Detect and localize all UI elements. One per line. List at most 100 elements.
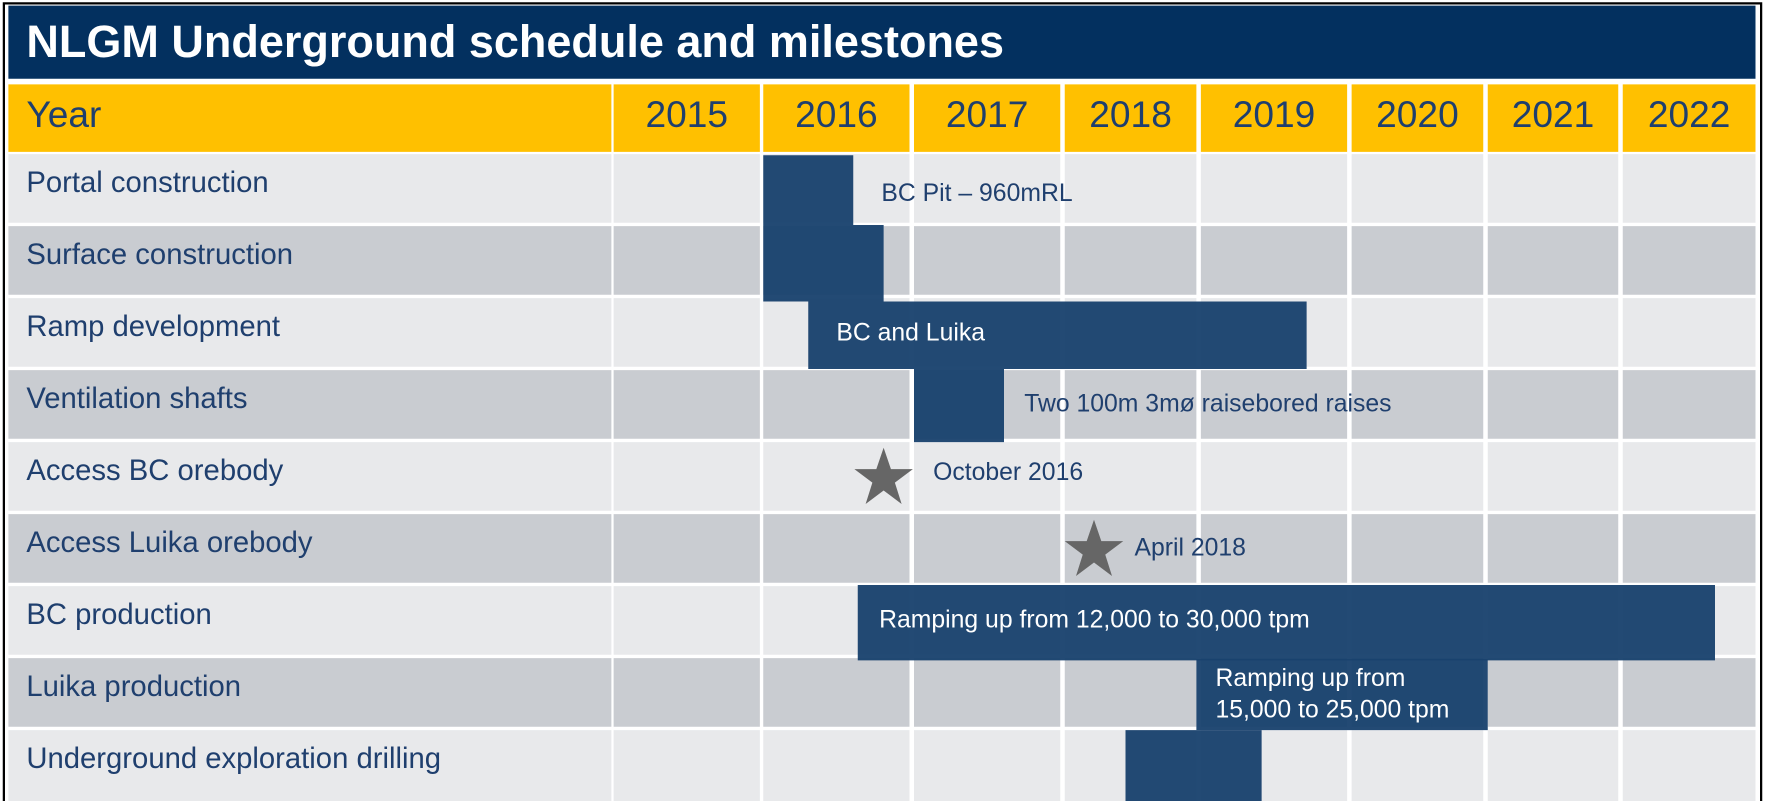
row-cell [613,298,760,367]
row-cell [1200,226,1348,295]
year-label: 2019 [1233,93,1316,135]
row-cell [1487,658,1619,727]
row-cell [1064,370,1197,439]
row-label: Access BC orebody [26,455,283,487]
row-cell [763,370,910,439]
bar-ventilation [914,369,1004,443]
row-cell [613,730,760,801]
bar-bc-production [857,585,1715,661]
row-cell [1064,154,1197,223]
header-cell [1200,84,1348,152]
row-cell [1622,298,1756,367]
row-label: Luika production [26,671,241,703]
year-label: 2021 [1512,93,1595,135]
row-cell [1351,730,1484,801]
row-cell [1487,370,1619,439]
row-cell [8,442,612,511]
title: NLGM Underground schedule and milestones [26,16,1004,67]
year-label: 2017 [946,93,1029,135]
row-cell [914,514,1061,583]
row-cell [613,154,760,223]
row-cell [613,658,760,727]
row-cell [914,442,1061,511]
row-label: BC production [26,599,211,631]
header-cell [914,84,1061,152]
row-cell [613,370,760,439]
bar-portal [763,155,854,225]
star-bc [854,447,913,504]
year-label: 2020 [1376,93,1459,135]
row-cell [914,730,1061,801]
row-cell [1351,298,1484,367]
row-cell [1064,442,1197,511]
row-cell [1200,514,1348,583]
row-cell [1064,658,1197,727]
row-cell [1351,514,1484,583]
row-cell [613,514,760,583]
header-cell [1622,84,1756,152]
row-cell [1622,226,1756,295]
row-cell [1622,442,1756,511]
year-label: 2015 [645,93,728,135]
row-cell [1487,730,1619,801]
row-cell [763,514,910,583]
row-cell [1487,442,1619,511]
row-cell [1622,730,1756,801]
row-cell [1622,514,1756,583]
annotation: BC Pit – 960mRL [881,180,1072,207]
row-cell [8,370,612,439]
row-cell [1351,154,1484,223]
row-cell [8,226,612,295]
bars [763,155,1715,801]
row-cell [1351,370,1484,439]
header-cell [1487,84,1619,152]
bar-luika-production [1196,659,1488,731]
row-cell [914,658,1061,727]
row-cell [914,226,1061,295]
row-cell [613,442,760,511]
year-label: 2018 [1089,93,1172,135]
row-cell [1487,226,1619,295]
row-cell [1200,154,1348,223]
annotation: Ramping up from [1216,665,1406,692]
bar-exploration [1125,730,1262,801]
row-cell [8,658,612,727]
row-cell [1064,226,1197,295]
star-luika [1064,519,1124,576]
row-cell [8,154,612,223]
row-cell [763,730,910,801]
row-label: Ramp development [26,311,280,343]
row-cell [1351,442,1484,511]
annotation: Two 100m 3mø raisebored raises [1024,391,1391,418]
row-cell [613,226,760,295]
row-cell [1351,226,1484,295]
row-cell [613,586,760,655]
row-cell [1200,442,1348,511]
row-cell [1622,370,1756,439]
header-cell [613,84,760,152]
row-label: Access Luika orebody [26,527,313,559]
header-cell [1064,84,1197,152]
bar-surface [763,225,884,302]
annotation: BC and Luika [836,320,985,347]
row-cell [1622,658,1756,727]
row-label: Portal construction [26,167,268,199]
row-cell [1487,154,1619,223]
year-label: 2022 [1648,93,1731,135]
header-cell [763,84,910,152]
row-label: Surface construction [26,239,293,271]
row-cell [1487,514,1619,583]
row-label: Ventilation shafts [26,383,247,415]
annotation: October 2016 [933,459,1083,486]
row-cell [8,586,612,655]
row-cell [914,154,1061,223]
row-cell [763,658,910,727]
row-label: Underground exploration drilling [26,743,441,775]
header-cell [1351,84,1484,152]
annotation: April 2018 [1135,535,1246,562]
row-cell [1487,298,1619,367]
header-label: Year [26,93,101,135]
annotation: 15,000 to 25,000 tpm [1216,697,1450,724]
